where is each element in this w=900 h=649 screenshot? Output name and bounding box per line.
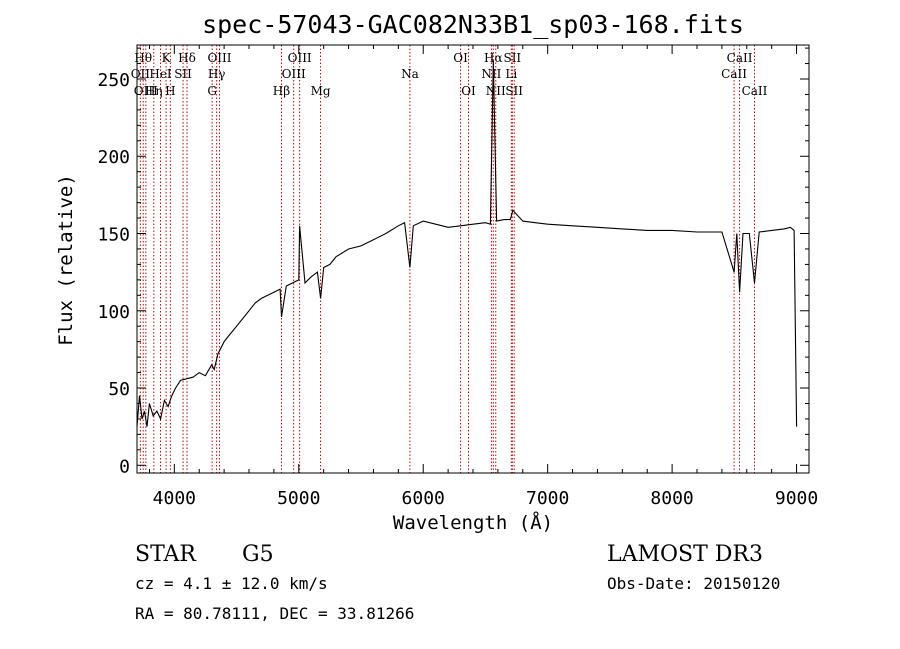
y-tick-label: 250 — [97, 70, 130, 91]
marker-label: OIII — [282, 67, 306, 81]
marker-label: SII — [505, 84, 523, 98]
marker-label: Na — [401, 67, 419, 81]
chart-title: spec-57043-GAC082N33B1_sp03-168.fits — [202, 10, 744, 39]
marker-label: HeI — [149, 67, 172, 81]
marker-label: NII — [486, 84, 506, 98]
y-axis-ticks: 0 50 100 150 200 250 — [97, 47, 809, 477]
y-tick-label: 200 — [97, 147, 130, 168]
marker-label: CaII — [721, 67, 747, 81]
marker-label: NII — [481, 67, 501, 81]
marker-label: Hα — [484, 51, 503, 65]
x-axis-ticks: 4000 5000 6000 7000 8000 9000 — [148, 45, 818, 509]
marker-label: OIII — [207, 51, 231, 65]
marker-label: SII — [503, 51, 521, 65]
marker-label: Hγ — [208, 67, 226, 81]
x-axis-label: Wavelength (Å) — [393, 511, 553, 534]
emission-line-markers — [139, 45, 755, 473]
y-tick-label: 0 — [119, 456, 130, 477]
marker-label: H — [165, 84, 175, 98]
marker-label: OI — [461, 84, 476, 98]
y-axis-label: Flux (relative) — [55, 174, 77, 346]
observation-date: Obs-Date: 20150120 — [607, 574, 780, 593]
marker-label: Mg — [311, 84, 331, 98]
x-tick-label: 6000 — [402, 488, 445, 509]
x-tick-label: 4000 — [153, 488, 196, 509]
marker-label: Hδ — [178, 51, 196, 65]
marker-label: OI — [453, 51, 468, 65]
coordinates-readout: RA = 80.78111, DEC = 33.81266 — [135, 604, 414, 623]
y-tick-label: 150 — [97, 225, 130, 246]
x-tick-label: 9000 — [775, 488, 818, 509]
y-tick-label: 100 — [97, 302, 130, 323]
object-class: STAR — [135, 542, 197, 567]
spectrum-line — [136, 60, 798, 427]
x-tick-label: 8000 — [650, 488, 693, 509]
marker-label: Hβ — [273, 84, 290, 98]
marker-label: SII — [174, 67, 192, 81]
redshift-readout: cz = 4.1 ± 12.0 km/s — [135, 574, 328, 593]
object-subclass: G5 — [242, 542, 274, 567]
marker-label: Hθ — [134, 51, 152, 65]
emission-line-labels: OIIHθOIIIHηHeIKHSIIHδGHγOIIIHβOIIIOIIIMg… — [131, 51, 768, 98]
marker-label: Hη — [145, 84, 163, 98]
plot-frame — [136, 44, 810, 474]
marker-label: K — [162, 51, 172, 65]
x-tick-label: 7000 — [526, 488, 569, 509]
y-tick-label: 50 — [108, 379, 130, 400]
x-tick-label: 5000 — [277, 488, 320, 509]
marker-label: CaII — [742, 84, 768, 98]
marker-label: G — [207, 84, 217, 98]
marker-label: Li — [505, 67, 517, 81]
marker-label: CaII — [727, 51, 753, 65]
marker-label: OII — [131, 67, 151, 81]
survey-name: LAMOST DR3 — [607, 542, 763, 567]
marker-label: OIII — [288, 51, 312, 65]
